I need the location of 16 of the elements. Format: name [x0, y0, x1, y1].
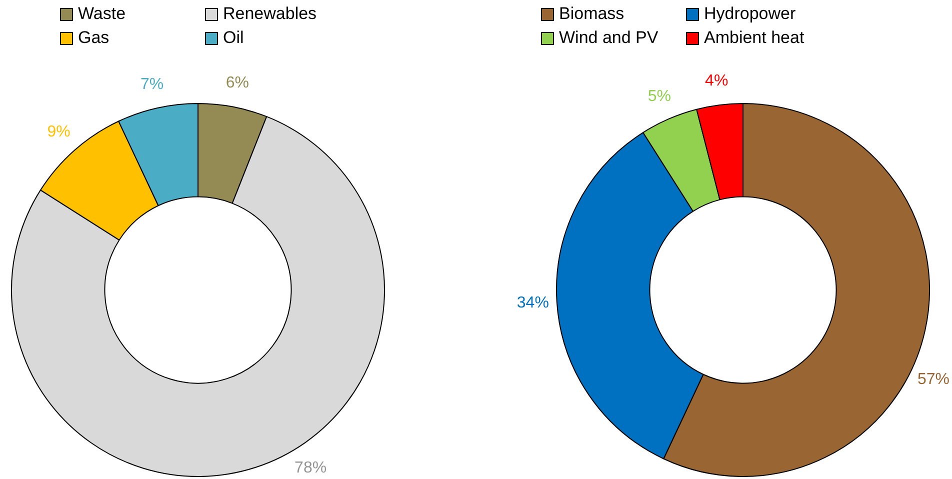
data-label: 9%: [47, 124, 70, 141]
legend-label: Hydropower: [704, 4, 796, 24]
data-label: 34%: [516, 294, 549, 312]
data-label: 6%: [226, 74, 250, 92]
data-label: 4%: [705, 72, 728, 90]
legend-label: Waste: [78, 4, 126, 24]
legend-label: Renewables: [223, 4, 317, 24]
legend-label: Ambient heat: [704, 28, 804, 48]
legend-label: Gas: [78, 28, 110, 48]
legend-label: Oil: [223, 28, 244, 48]
data-label: 5%: [648, 88, 671, 106]
legend-label: Biomass: [559, 4, 624, 24]
data-label: 7%: [140, 76, 164, 93]
data-label: 57%: [917, 371, 950, 388]
legend-label: Wind and PV: [559, 28, 658, 48]
data-label: 78%: [294, 459, 327, 476]
